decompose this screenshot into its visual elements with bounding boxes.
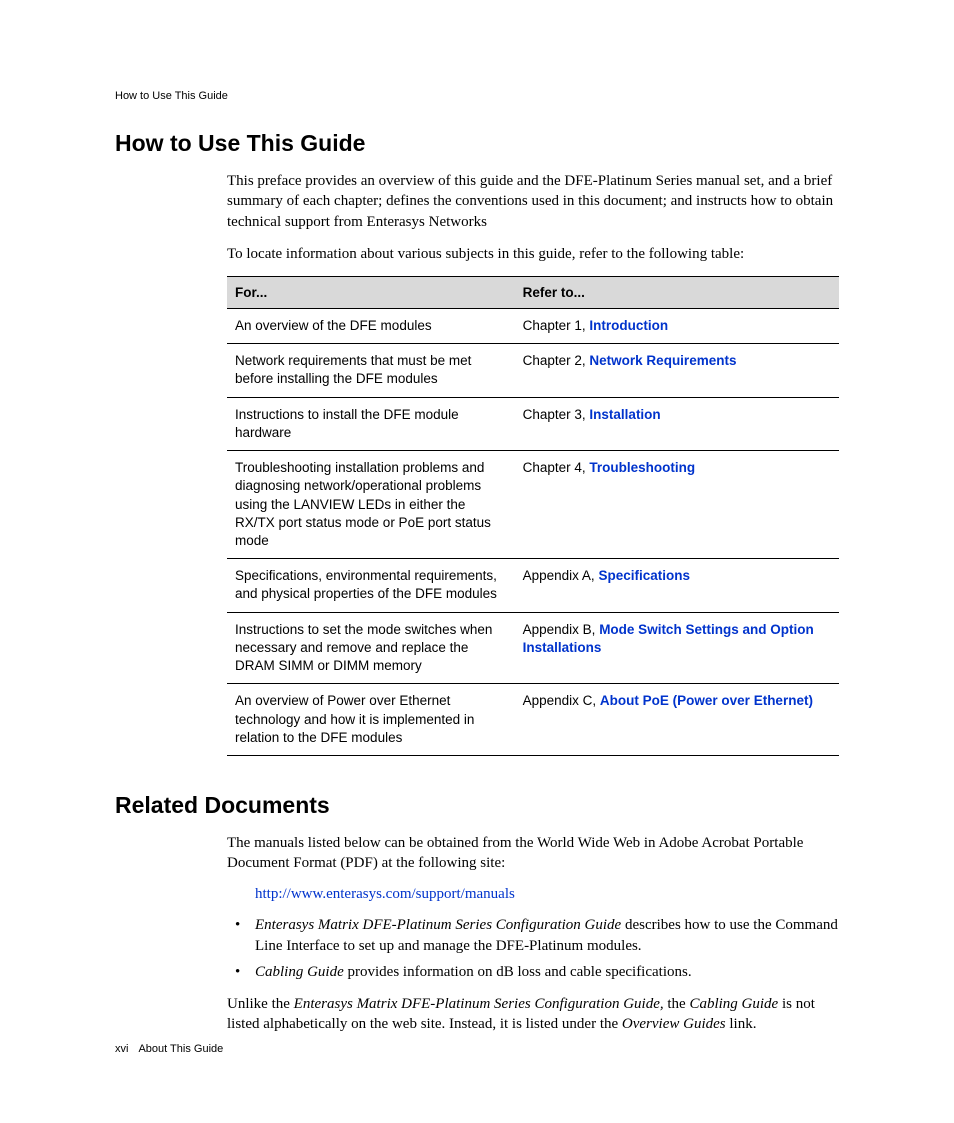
section2-para1: The manuals listed below can be obtained…	[227, 833, 839, 874]
link-troubleshooting[interactable]: Troubleshooting	[589, 460, 695, 475]
cell-for: An overview of Power over Ethernet techn…	[227, 684, 515, 756]
cell-refer: Appendix C, About PoE (Power over Ethern…	[515, 684, 839, 756]
link-introduction[interactable]: Introduction	[589, 318, 668, 333]
section2-para2: Unlike the Enterasys Matrix DFE‑Platinum…	[227, 994, 839, 1035]
cell-for: Instructions to set the mode switches wh…	[227, 612, 515, 684]
cell-refer: Chapter 4, Troubleshooting	[515, 451, 839, 559]
cell-refer: Chapter 3, Installation	[515, 397, 839, 450]
footer-label: About This Guide	[138, 1043, 223, 1055]
table-row: Troubleshooting installation problems an…	[227, 451, 839, 559]
cell-for: Troubleshooting installation problems an…	[227, 451, 515, 559]
doc-title: Cabling Guide	[255, 964, 344, 980]
table-row: Instructions to set the mode switches wh…	[227, 612, 839, 684]
page-number: xvi	[115, 1043, 128, 1055]
section-title-related-documents: Related Documents	[115, 792, 839, 819]
page-footer: xvi About This Guide	[115, 1043, 223, 1055]
external-link-wrap: http://www.enterasys.com/support/manuals	[255, 885, 839, 903]
link-about-poe[interactable]: About PoE (Power over Ethernet)	[600, 693, 813, 708]
table-row: Specifications, environmental requiremen…	[227, 559, 839, 612]
link-enterasys-manuals[interactable]: http://www.enterasys.com/support/manuals	[255, 886, 515, 902]
link-installation[interactable]: Installation	[589, 407, 660, 422]
cell-for: An overview of the DFE modules	[227, 309, 515, 344]
list-item: Cabling Guide provides information on dB…	[227, 962, 839, 982]
section-title-how-to-use: How to Use This Guide	[115, 130, 839, 157]
section2-body: The manuals listed below can be obtained…	[227, 833, 839, 1035]
th-for: For...	[227, 277, 515, 309]
list-item: Enterasys Matrix DFE‑Platinum Series Con…	[227, 915, 839, 956]
page: How to Use This Guide How to Use This Gu…	[0, 0, 954, 1123]
doc-title: Enterasys Matrix DFE‑Platinum Series Con…	[255, 917, 621, 933]
table-row: Network requirements that must be met be…	[227, 344, 839, 397]
section1-para2: To locate information about various subj…	[227, 244, 839, 264]
section1-para1: This preface provides an overview of thi…	[227, 171, 839, 232]
table-header-row: For... Refer to...	[227, 277, 839, 309]
table-row: An overview of Power over Ethernet techn…	[227, 684, 839, 756]
running-header: How to Use This Guide	[115, 90, 839, 102]
th-refer: Refer to...	[515, 277, 839, 309]
cell-refer: Appendix A, Specifications	[515, 559, 839, 612]
cell-for: Network requirements that must be met be…	[227, 344, 515, 397]
link-specifications[interactable]: Specifications	[598, 568, 690, 583]
reference-table: For... Refer to... An overview of the DF…	[227, 276, 839, 756]
cell-for: Specifications, environmental requiremen…	[227, 559, 515, 612]
link-network-requirements[interactable]: Network Requirements	[589, 353, 736, 368]
cell-refer: Chapter 2, Network Requirements	[515, 344, 839, 397]
cell-refer: Chapter 1, Introduction	[515, 309, 839, 344]
cell-for: Instructions to install the DFE module h…	[227, 397, 515, 450]
bullet-list: Enterasys Matrix DFE‑Platinum Series Con…	[227, 915, 839, 982]
table-row: An overview of the DFE modules Chapter 1…	[227, 309, 839, 344]
table-row: Instructions to install the DFE module h…	[227, 397, 839, 450]
cell-refer: Appendix B, Mode Switch Settings and Opt…	[515, 612, 839, 684]
section1-body: This preface provides an overview of thi…	[227, 171, 839, 756]
